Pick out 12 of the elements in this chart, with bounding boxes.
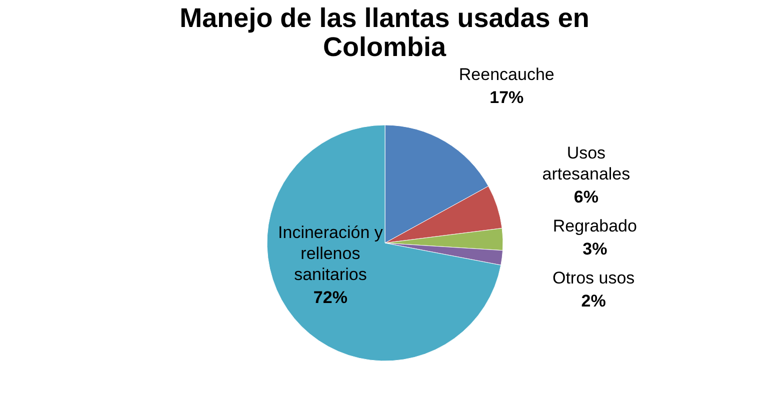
data-label: 72% bbox=[313, 288, 348, 308]
slice-label: Incineración y rellenos sanitarios bbox=[278, 223, 384, 284]
pie-slice bbox=[266, 124, 502, 362]
slice-label: Otros usos bbox=[552, 268, 635, 288]
data-label: 17% bbox=[490, 88, 524, 108]
slice-label: Reencauche bbox=[458, 65, 554, 84]
slice-label: Usos artesanales bbox=[542, 143, 630, 184]
data-label: 6% bbox=[574, 187, 598, 206]
chart-title: Manejo de las llantas usadas en Colombia bbox=[180, 3, 590, 62]
data-label: 2% bbox=[581, 291, 606, 310]
data-label: 3% bbox=[582, 239, 608, 258]
slice-label: Regrabado bbox=[552, 216, 637, 236]
